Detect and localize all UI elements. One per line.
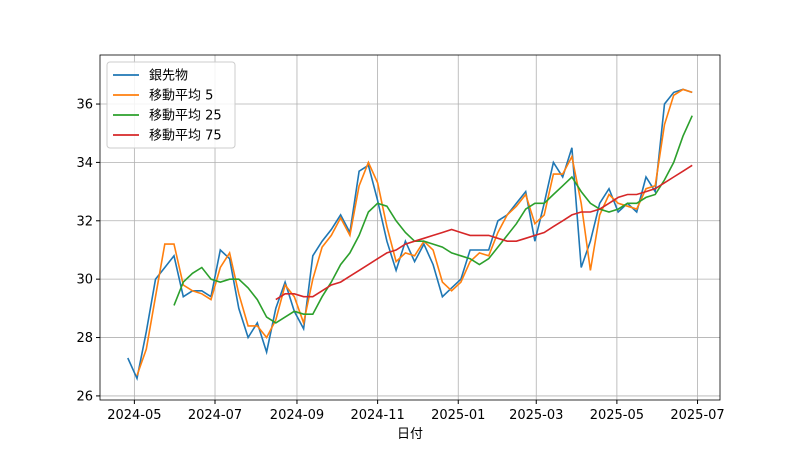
legend-box <box>106 61 236 149</box>
x-tick-label: 2024-05 <box>107 408 161 423</box>
x-axis-label: 日付 <box>397 427 423 442</box>
series-line <box>173 115 693 324</box>
y-tick-label: 28 <box>76 331 93 346</box>
legend-label: 銀先物 <box>149 69 188 84</box>
x-tick-label: 2025-01 <box>431 408 485 423</box>
y-tick-label: 36 <box>76 98 93 113</box>
x-tick-label: 2025-05 <box>590 408 644 423</box>
y-tick-label: 34 <box>76 156 93 171</box>
x-tick-label: 2025-07 <box>670 408 724 423</box>
x-tick-label: 2024-07 <box>188 408 242 423</box>
series-line <box>275 164 693 301</box>
legend-label: 移動平均 75 <box>149 129 222 144</box>
y-tick-label: 30 <box>76 273 93 288</box>
x-tick-label: 2024-09 <box>270 408 324 423</box>
y-tick-label: 32 <box>76 214 93 229</box>
legend-label: 移動平均 25 <box>149 109 222 124</box>
y-tick-label: 26 <box>76 389 93 404</box>
x-tick-label: 2025-03 <box>509 408 563 423</box>
x-tick-label: 2024-11 <box>350 408 404 423</box>
series-line <box>136 88 693 376</box>
plot-frame <box>99 54 721 401</box>
legend-label: 移動平均 5 <box>149 89 213 104</box>
